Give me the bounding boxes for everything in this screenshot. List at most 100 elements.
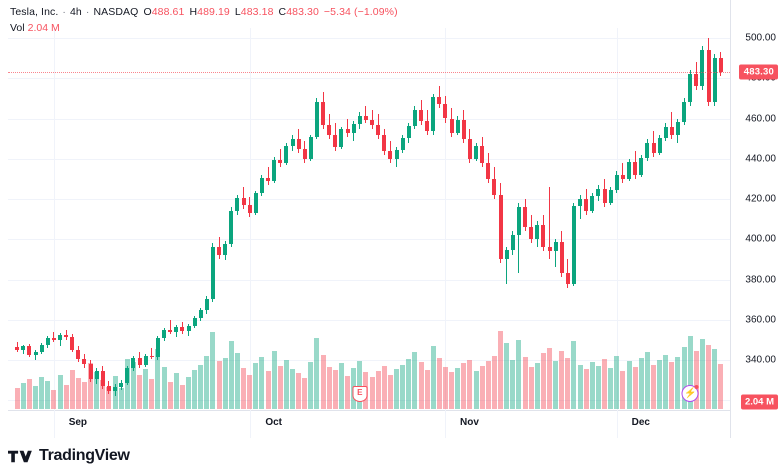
candle-body bbox=[394, 149, 399, 159]
candle-body bbox=[174, 326, 179, 332]
volume-bar bbox=[547, 347, 552, 409]
candle-wick bbox=[506, 247, 508, 284]
volume-bar bbox=[614, 355, 620, 409]
candle-body bbox=[149, 355, 154, 357]
price-axis[interactable]: 500.00480.00460.00440.00420.00400.00380.… bbox=[730, 28, 780, 438]
volume-bar bbox=[143, 369, 149, 409]
volume-bar bbox=[491, 355, 497, 409]
low-key: L bbox=[234, 6, 241, 18]
volume-bar bbox=[669, 362, 675, 409]
volume-bar bbox=[381, 365, 387, 409]
candle-body bbox=[627, 161, 632, 179]
volume-bar bbox=[106, 386, 112, 409]
current-volume-badge[interactable]: 2.04 M bbox=[740, 394, 778, 410]
volume-bar bbox=[338, 363, 344, 409]
volume-bar bbox=[20, 383, 26, 409]
candle-body bbox=[266, 177, 271, 181]
volume-bar bbox=[565, 357, 571, 409]
volume-bar bbox=[534, 363, 540, 409]
candle-body bbox=[388, 150, 393, 159]
interval-label[interactable]: 4h bbox=[69, 6, 82, 18]
time-axis[interactable]: Sep Oct Nov Dec bbox=[8, 410, 730, 438]
price-axis-label: 460.00 bbox=[745, 113, 776, 124]
symbol-name[interactable]: Tesla, Inc. bbox=[10, 6, 59, 18]
x-axis-divider bbox=[8, 410, 730, 411]
candle-body bbox=[351, 123, 356, 133]
price-gridline bbox=[8, 38, 730, 39]
open-key: O bbox=[143, 6, 152, 18]
candle-body bbox=[382, 134, 387, 151]
candle-body bbox=[498, 194, 503, 260]
volume-bar bbox=[130, 362, 136, 409]
volume-bar bbox=[553, 361, 559, 409]
volume-bar bbox=[418, 362, 424, 409]
volume-bar bbox=[498, 331, 504, 409]
volume-bar bbox=[320, 354, 326, 409]
volume-bar bbox=[167, 382, 173, 409]
volume-bar bbox=[259, 356, 265, 409]
close-value: 483.30 bbox=[286, 6, 319, 18]
volume-bar bbox=[137, 374, 143, 409]
candle-body bbox=[296, 138, 301, 149]
volume-bar bbox=[467, 360, 473, 409]
candle-wick bbox=[347, 118, 349, 137]
legend-volume-row: Vol 2.04 M bbox=[10, 21, 398, 35]
volume-bar bbox=[179, 384, 185, 409]
earnings-marker[interactable]: E bbox=[352, 386, 368, 402]
candle-body bbox=[186, 325, 191, 331]
time-gridline bbox=[53, 28, 55, 410]
candle-body bbox=[474, 145, 479, 159]
volume-bar bbox=[699, 339, 705, 409]
candle-body bbox=[223, 244, 228, 256]
low-value: 483.18 bbox=[240, 6, 274, 18]
candle-wick bbox=[267, 166, 269, 185]
volume-bar bbox=[559, 351, 565, 409]
volume-bar bbox=[314, 337, 320, 409]
volume-bar bbox=[510, 360, 516, 409]
volume-bar bbox=[204, 355, 210, 409]
volume-bar bbox=[632, 366, 638, 409]
volume-bar bbox=[241, 367, 247, 409]
volume-bar bbox=[522, 356, 528, 409]
candle-body bbox=[259, 177, 264, 193]
volume-bar bbox=[528, 366, 534, 409]
candle-body bbox=[125, 368, 130, 384]
candle-wick bbox=[549, 186, 550, 260]
tradingview-logo[interactable]: TradingView bbox=[8, 448, 130, 464]
candle-body bbox=[45, 337, 50, 345]
event-bolt-marker[interactable]: ⚡ bbox=[681, 385, 699, 402]
candle-body bbox=[412, 110, 417, 126]
high-key: H bbox=[189, 6, 198, 18]
time-axis-label: Sep bbox=[68, 417, 88, 428]
current-price-badge[interactable]: 483.30 bbox=[738, 64, 778, 80]
candle-body bbox=[113, 387, 118, 392]
candle-body bbox=[682, 102, 687, 122]
volume-bar bbox=[45, 381, 51, 409]
candle-body bbox=[455, 119, 460, 133]
volume-bar bbox=[449, 372, 455, 409]
candle-body bbox=[39, 344, 44, 352]
candle-body bbox=[510, 235, 515, 251]
volume-bar bbox=[442, 366, 448, 409]
candle-body bbox=[370, 119, 375, 125]
legend-symbol-row[interactable]: Tesla, Inc. · 4h · NASDAQ O488.61 H489.19 L483.… bbox=[10, 5, 398, 19]
candle-body bbox=[480, 145, 485, 163]
volume-key: Vol bbox=[10, 22, 25, 34]
tradingview-logo-text: TradingView bbox=[39, 447, 130, 464]
volume-bar bbox=[369, 376, 375, 409]
price-gridline bbox=[8, 360, 730, 361]
price-gridline bbox=[8, 279, 730, 281]
candle-body bbox=[633, 161, 638, 175]
volume-bar bbox=[430, 345, 436, 409]
volume-bar bbox=[504, 343, 510, 409]
price-gridline bbox=[8, 199, 730, 200]
volume-bar bbox=[302, 377, 308, 409]
candle-body bbox=[614, 174, 619, 190]
candle-wick bbox=[518, 203, 520, 274]
candle-body bbox=[400, 137, 405, 150]
current-price-line bbox=[8, 71, 730, 73]
price-gridline bbox=[8, 319, 730, 321]
chart-plot-area[interactable]: E ⚡ bbox=[8, 28, 730, 410]
y-axis-divider bbox=[730, 0, 731, 438]
high-value: 489.19 bbox=[197, 6, 230, 18]
